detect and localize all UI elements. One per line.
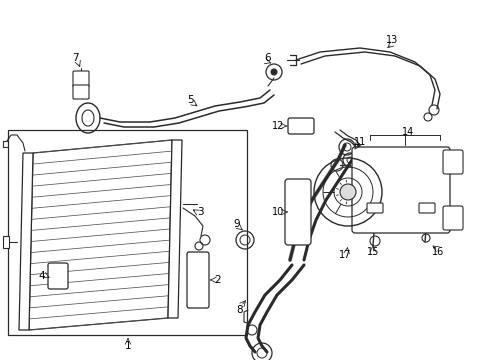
Text: 15: 15: [366, 247, 378, 257]
FancyBboxPatch shape: [351, 147, 449, 233]
Text: 10: 10: [271, 207, 284, 217]
Text: 6: 6: [264, 53, 271, 63]
Text: 12: 12: [271, 121, 284, 131]
FancyBboxPatch shape: [442, 150, 462, 174]
Text: 4: 4: [39, 271, 45, 281]
Text: 8: 8: [236, 305, 243, 315]
FancyBboxPatch shape: [73, 85, 89, 99]
FancyBboxPatch shape: [366, 203, 382, 213]
Polygon shape: [19, 153, 33, 330]
Text: 2: 2: [214, 275, 221, 285]
FancyBboxPatch shape: [48, 263, 68, 289]
Circle shape: [270, 69, 276, 75]
Polygon shape: [168, 140, 182, 318]
Text: 1: 1: [124, 341, 131, 351]
Polygon shape: [29, 140, 172, 330]
Text: 13: 13: [385, 35, 397, 45]
Text: 17: 17: [338, 250, 350, 260]
Text: 9: 9: [233, 219, 240, 229]
Text: 16: 16: [431, 247, 443, 257]
FancyBboxPatch shape: [73, 71, 89, 87]
Text: 7: 7: [72, 53, 78, 63]
Circle shape: [339, 184, 355, 200]
Text: 14: 14: [401, 127, 413, 137]
FancyBboxPatch shape: [442, 206, 462, 230]
FancyBboxPatch shape: [418, 203, 434, 213]
Bar: [3, 236, 9, 248]
Text: 11: 11: [353, 137, 366, 147]
FancyBboxPatch shape: [186, 252, 208, 308]
FancyBboxPatch shape: [287, 118, 313, 134]
Text: 5: 5: [186, 95, 193, 105]
Bar: [8, 130, 246, 335]
FancyBboxPatch shape: [285, 179, 310, 245]
Text: 3: 3: [196, 207, 203, 217]
